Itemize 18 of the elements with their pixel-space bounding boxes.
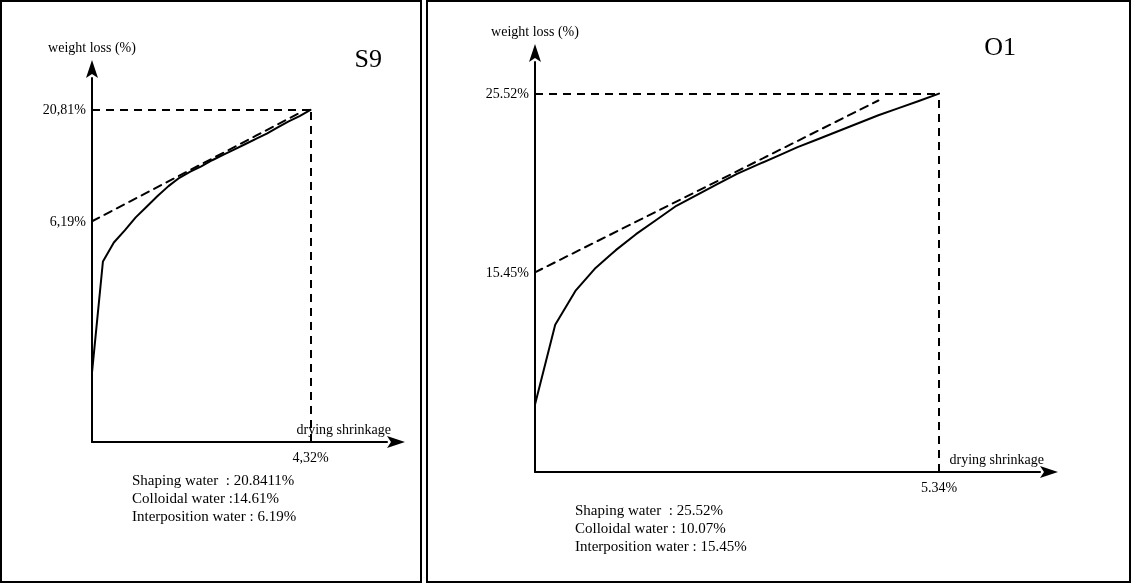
text: Shaping water : 20.8411%	[132, 471, 295, 488]
y-tick-label: 25.52%	[485, 86, 530, 102]
y-tick-label: 15.45%	[485, 264, 530, 280]
y-tick-label: 20,81%	[42, 102, 87, 118]
y-tick-label: 6,19%	[49, 213, 87, 229]
chart-title: O1	[984, 31, 1016, 61]
chart-title: S9	[354, 43, 383, 73]
text: Colloidal water : 10.07%	[575, 519, 726, 536]
text: 5.34%	[920, 479, 958, 495]
x-axis-title: drying shrinkage	[296, 421, 391, 437]
text: Colloidal water :14.61%	[132, 489, 280, 506]
y-axis-title: weight loss (%)	[48, 39, 137, 56]
y-axis-title: weight loss (%)	[491, 23, 580, 40]
text: 4,32%	[292, 449, 329, 465]
text: Shaping water : 25.52%	[575, 501, 723, 518]
text: Interposition water : 6.19%	[132, 507, 297, 524]
text: Interposition water : 15.45%	[575, 537, 747, 554]
x-axis-title: drying shrinkage	[949, 451, 1044, 467]
